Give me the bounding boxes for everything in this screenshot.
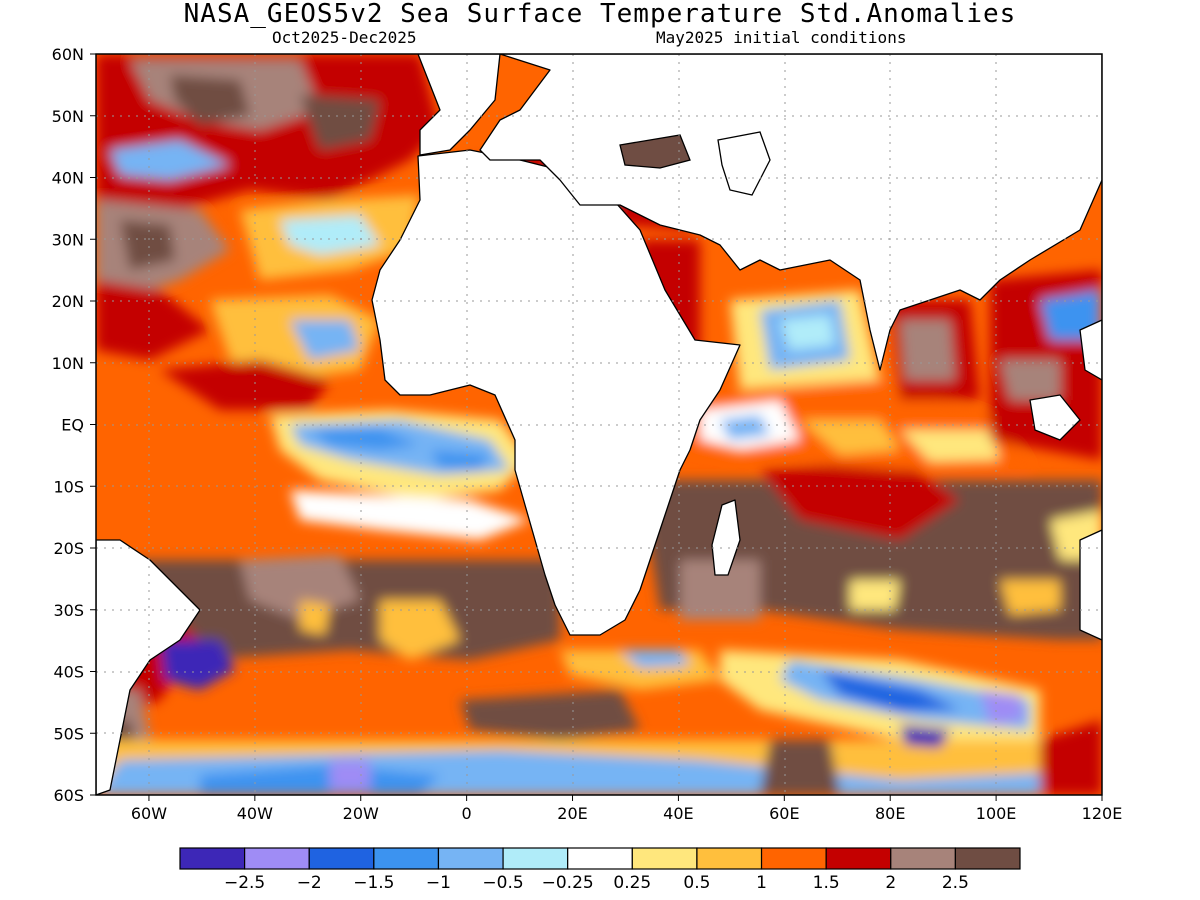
lon-axis: 60W 40W 20W 0 20E 40E 60E 80E 100E 120E (131, 795, 1122, 823)
lon-tick-label: 120E (1082, 804, 1123, 823)
colorbar-swatch (954, 847, 1021, 870)
colorbar-swatch (567, 847, 633, 870)
lat-axis: 60N 50N 40N 30N 20N 10N EQ 10S 20S 30S 40S 50S 60S (52, 45, 96, 805)
initial-conditions: May2025 initial conditions (656, 28, 907, 47)
lon-tick-label: 0 (462, 804, 472, 823)
lat-tick-label: 30S (53, 601, 84, 620)
colorbar-swatch (825, 847, 892, 870)
colorbar-swatch (760, 847, 827, 870)
lon-tick-label: 60E (769, 804, 799, 823)
lon-tick-label: 40W (237, 804, 273, 823)
colorbar-swatch (696, 847, 763, 870)
colorbar-swatch (437, 847, 504, 870)
lon-tick-label: 20W (343, 804, 379, 823)
lat-tick-label: 10N (52, 354, 84, 373)
lon-tick-label: 40E (663, 804, 693, 823)
map-title: NASA_GEOS5v2 Sea Surface Temperature Std… (183, 0, 1017, 29)
colorbar-swatch (308, 847, 375, 870)
inland-seas (619, 131, 771, 196)
lat-tick-label: 10S (53, 477, 84, 496)
colorbar-label: 0.5 (683, 873, 710, 893)
colorbar-label: −1.5 (353, 873, 394, 893)
lat-tick-label: 40S (53, 663, 84, 682)
colorbar-swatch (179, 847, 246, 870)
forecast-period: Oct2025-Dec2025 (272, 28, 417, 47)
colorbar: −2.5 −2 −1.5 −1 −0.5 −0.25 0.25 0.5 1 1.5 2 2.5 (179, 847, 1021, 893)
lat-tick-label: EQ (61, 416, 84, 435)
colorbar-label: −0.25 (542, 873, 594, 893)
colorbar-swatch (502, 847, 569, 870)
lat-tick-label: 60S (53, 786, 84, 805)
colorbar-swatch (373, 847, 440, 870)
colorbar-label: 1 (756, 873, 767, 893)
colorbar-label: −1 (426, 873, 451, 893)
lat-tick-label: 40N (52, 169, 84, 188)
colorbar-label: 2 (885, 873, 896, 893)
map-grid (96, 54, 1102, 795)
colorbar-label: −2.5 (224, 873, 265, 893)
lat-tick-label: 50S (53, 724, 84, 743)
colorbar-label: −0.5 (482, 873, 523, 893)
lat-tick-label: 20S (53, 539, 84, 558)
lat-tick-label: 60N (52, 45, 84, 64)
lon-tick-label: 60W (131, 804, 167, 823)
colorbar-swatch (631, 847, 698, 870)
colorbar-label: 0.25 (613, 873, 651, 893)
colorbar-label: −2 (297, 873, 322, 893)
lat-tick-label: 30N (52, 230, 84, 249)
lat-tick-label: 50N (52, 107, 84, 126)
lon-tick-label: 20E (557, 804, 587, 823)
lon-tick-label: 100E (976, 804, 1017, 823)
land (96, 54, 1102, 795)
colorbar-label: 1.5 (813, 873, 840, 893)
lon-tick-label: 80E (875, 804, 905, 823)
colorbar-swatch (890, 847, 956, 870)
colorbar-swatch (244, 847, 310, 870)
colorbar-label: 2.5 (942, 873, 969, 893)
lat-tick-label: 20N (52, 292, 84, 311)
